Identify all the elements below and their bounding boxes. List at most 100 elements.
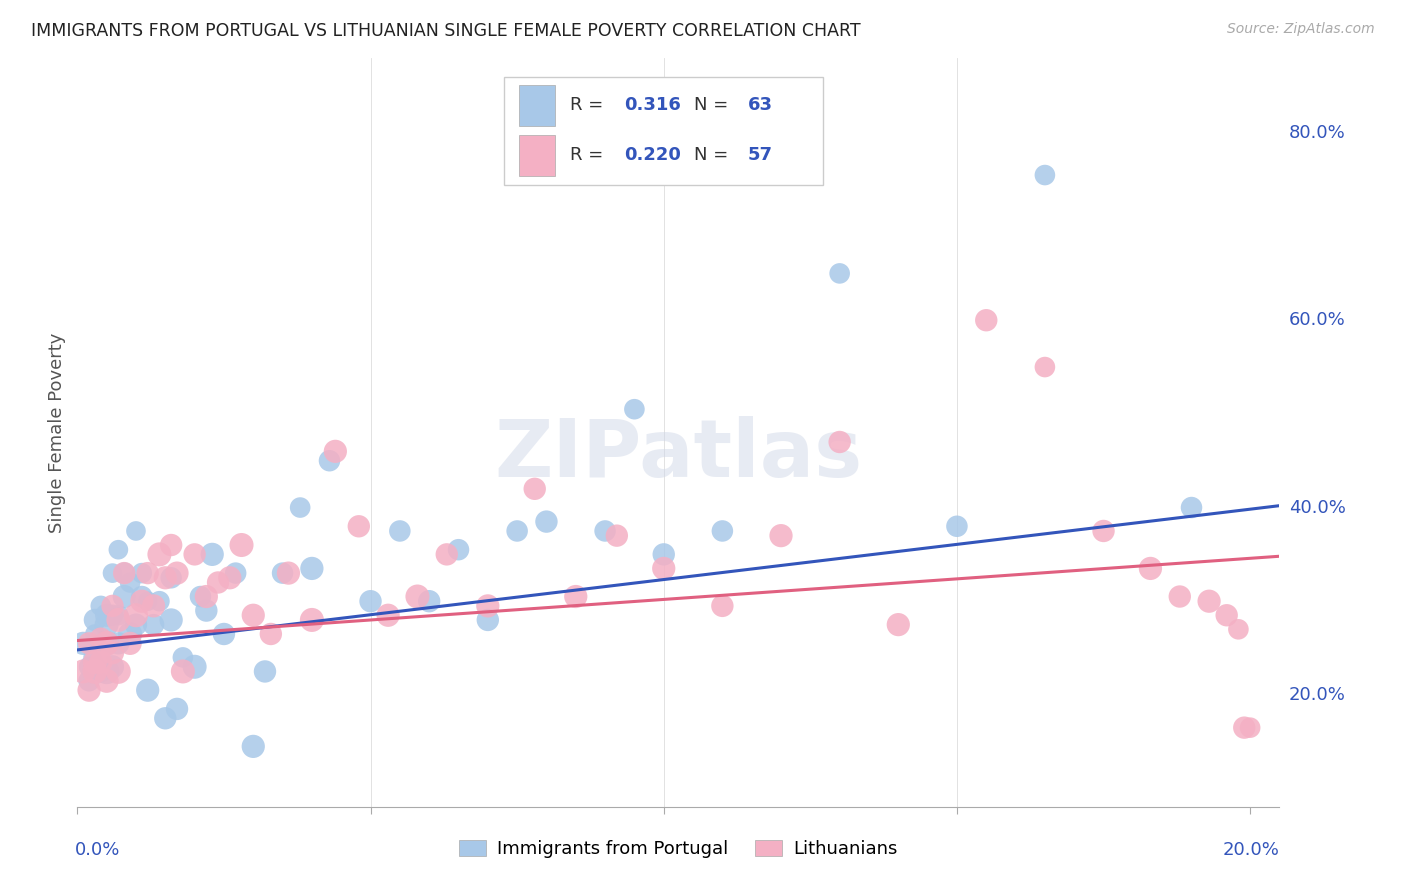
Point (1033, 359, 1056, 375)
Point (148, 548, 170, 562)
Point (231, 538, 253, 552)
Point (172, 650, 194, 665)
Point (769, 528, 792, 542)
Point (90, 640, 112, 655)
Point (96, 617, 118, 632)
Point (593, 524, 616, 538)
Point (136, 683, 159, 698)
Point (347, 519, 370, 533)
Point (418, 594, 440, 608)
Point (77, 673, 100, 688)
Point (120, 575, 142, 590)
Point (1239, 721, 1261, 735)
Y-axis label: Single Female Poverty: Single Female Poverty (48, 333, 66, 533)
Point (84, 665, 107, 679)
Text: N =: N = (695, 146, 734, 164)
Point (101, 660, 124, 674)
Point (606, 528, 628, 542)
Point (142, 599, 165, 613)
Point (96, 665, 118, 679)
Point (125, 524, 148, 538)
Point (711, 599, 734, 613)
Point (166, 702, 188, 716)
Point (477, 613, 499, 627)
Point (125, 608, 148, 623)
Point (77, 660, 100, 674)
Point (1198, 594, 1220, 608)
Point (195, 590, 218, 604)
Point (1180, 500, 1202, 515)
Point (301, 561, 323, 575)
Point (1227, 623, 1250, 637)
Text: 60.0%: 60.0% (1289, 311, 1346, 329)
Point (190, 590, 212, 604)
Point (72, 636, 94, 650)
Point (166, 566, 188, 581)
Point (506, 524, 529, 538)
Point (183, 548, 205, 562)
Point (112, 566, 135, 581)
FancyBboxPatch shape (519, 135, 554, 176)
Point (828, 266, 851, 280)
Point (360, 594, 382, 608)
Point (96, 636, 118, 650)
Point (90, 632, 112, 646)
Point (225, 566, 247, 581)
Text: 80.0%: 80.0% (1289, 124, 1346, 142)
Text: R =: R = (571, 96, 609, 114)
Text: IMMIGRANTS FROM PORTUGAL VS LITHUANIAN SINGLE FEMALE POVERTY CORRELATION CHART: IMMIGRANTS FROM PORTUGAL VS LITHUANIAN S… (31, 22, 860, 40)
Text: 0.316: 0.316 (624, 96, 681, 114)
Point (711, 524, 734, 538)
Point (125, 617, 148, 632)
Text: ZIPatlas: ZIPatlas (495, 416, 862, 494)
Point (107, 636, 129, 650)
Point (120, 627, 142, 641)
Point (90, 665, 112, 679)
Text: 63: 63 (748, 96, 773, 114)
Point (107, 613, 129, 627)
Text: 0.220: 0.220 (624, 146, 681, 164)
Text: N =: N = (695, 96, 734, 114)
Point (388, 524, 411, 538)
Point (84, 650, 107, 665)
Point (90, 655, 112, 669)
Point (84, 613, 107, 627)
Point (107, 665, 129, 679)
Point (242, 739, 264, 754)
Point (101, 599, 124, 613)
Point (172, 665, 194, 679)
Point (155, 711, 177, 725)
Point (96, 673, 118, 688)
Point (325, 444, 347, 458)
Text: Source: ZipAtlas.com: Source: ZipAtlas.com (1227, 22, 1375, 37)
Point (131, 590, 153, 604)
Point (946, 519, 969, 533)
Point (101, 646, 124, 660)
Text: 20.0%: 20.0% (1289, 686, 1346, 704)
Point (447, 542, 470, 557)
Point (101, 608, 124, 623)
Point (318, 453, 340, 467)
Point (107, 608, 129, 623)
Text: R =: R = (571, 146, 609, 164)
Point (652, 561, 675, 575)
Text: 57: 57 (748, 146, 773, 164)
Legend: Immigrants from Portugal, Lithuanians: Immigrants from Portugal, Lithuanians (451, 833, 905, 865)
Point (77, 683, 100, 698)
Point (828, 435, 851, 450)
Point (887, 617, 910, 632)
Point (436, 548, 458, 562)
Point (271, 566, 294, 581)
Point (155, 571, 177, 585)
Point (212, 627, 235, 641)
Point (160, 571, 183, 585)
Point (195, 603, 218, 617)
Point (477, 599, 499, 613)
Point (1215, 608, 1237, 623)
Point (90, 599, 112, 613)
Point (107, 542, 129, 557)
Point (160, 538, 183, 552)
Point (77, 636, 100, 650)
Point (142, 617, 165, 632)
Point (406, 590, 429, 604)
